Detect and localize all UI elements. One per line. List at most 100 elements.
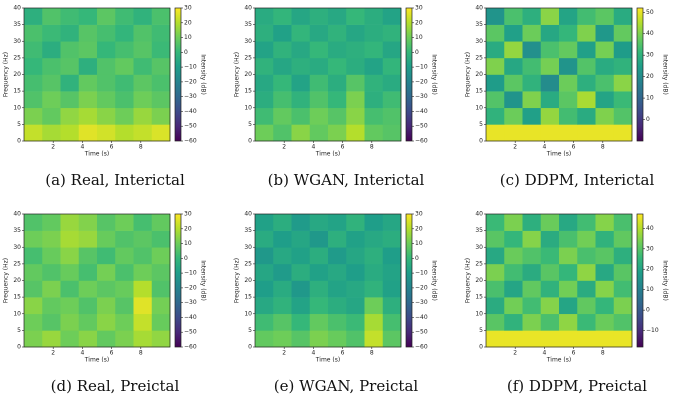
heatmap-cell	[559, 230, 578, 248]
colorbar-tick-label: 10	[646, 95, 654, 102]
heatmap-cell	[364, 124, 384, 142]
y-tick-label: 5	[248, 327, 252, 334]
heatmap-cell	[97, 313, 116, 331]
heatmap-cell	[559, 280, 578, 298]
heatmap-cell	[522, 124, 542, 142]
heatmap-cell	[42, 91, 61, 109]
heatmap-cell	[364, 247, 384, 265]
heatmap-cell	[133, 24, 153, 42]
heatmap-cell	[613, 280, 633, 298]
heatmap-cell	[60, 124, 80, 142]
heatmap-cell	[577, 247, 596, 265]
y-tick-label: 30	[13, 38, 21, 45]
y-axis-label: Frequency (Hz)	[465, 258, 472, 303]
heatmap-cell	[346, 247, 365, 265]
heatmap-cell	[504, 91, 523, 109]
heatmap-cell	[486, 74, 505, 92]
heatmap-cell	[504, 263, 523, 281]
heatmap-cell	[273, 74, 292, 92]
heatmap-cell	[328, 57, 347, 75]
heatmap-cell	[273, 280, 292, 298]
colorbar-tick-label: 0	[415, 255, 419, 262]
heatmap-cell	[613, 330, 633, 348]
heatmap-cell	[78, 41, 98, 59]
heatmap-cell	[346, 330, 365, 348]
heatmap-cell	[328, 247, 347, 265]
heatmap-cell	[382, 107, 402, 125]
colorbar-tick-label: 50	[646, 9, 654, 16]
heatmap-cell	[60, 263, 80, 281]
x-tick-label: 6	[341, 144, 345, 151]
heatmap-cell	[504, 297, 523, 315]
heatmap-cell	[133, 280, 153, 298]
colorbar-tick-label: −50	[415, 123, 428, 130]
heatmap-cell	[346, 24, 365, 42]
heatmap-cell	[346, 41, 365, 59]
heatmap-cell	[151, 74, 171, 92]
heatmap-cell	[24, 280, 43, 298]
heatmap-cell	[577, 124, 596, 142]
heatmap-cell	[60, 91, 80, 109]
heatmap-cell	[595, 57, 615, 75]
heatmap-cell	[78, 214, 98, 231]
y-tick-label: 0	[479, 344, 483, 351]
heatmap-cell	[595, 230, 615, 248]
y-axis-label: Frequency (Hz)	[234, 258, 241, 303]
heatmap-cell	[577, 41, 596, 59]
heatmap-cell	[328, 214, 347, 231]
heatmap-cell	[328, 263, 347, 281]
colorbar-tick-label: 20	[646, 73, 654, 80]
colorbar	[637, 8, 643, 141]
heatmap-cell	[559, 107, 578, 125]
x-tick-label: 8	[601, 144, 605, 151]
colorbar-tick-label: 10	[184, 240, 192, 247]
colorbar-tick-label: −40	[184, 108, 197, 115]
heatmap-cell	[364, 230, 384, 248]
heatmap-cell	[522, 24, 542, 42]
heatmap-cell	[364, 313, 384, 331]
heatmap-cell	[577, 57, 596, 75]
heatmap-cell	[613, 57, 633, 75]
y-tick-label: 15	[13, 88, 21, 95]
heatmap-cell	[559, 330, 578, 348]
heatmap-cell	[559, 247, 578, 265]
heatmap-cell	[577, 297, 596, 315]
y-tick-label: 40	[244, 211, 252, 218]
y-tick-label: 40	[475, 5, 483, 12]
heatmap-cell	[24, 124, 43, 142]
colorbar-tick-label: 30	[184, 211, 192, 218]
heatmap-cell	[97, 124, 116, 142]
heatmap-cell	[486, 57, 505, 75]
y-tick-label: 20	[13, 71, 21, 78]
heatmap-cell	[309, 263, 329, 281]
caption: (f) DDPM, Preictal	[507, 377, 647, 395]
heatmap-cell	[613, 8, 633, 25]
y-tick-label: 30	[475, 244, 483, 251]
heatmap-cell	[577, 230, 596, 248]
colorbar-tick-label: −10	[646, 327, 659, 334]
heatmap-cell	[291, 74, 311, 92]
x-tick-label: 6	[110, 350, 114, 357]
heatmap-cell	[382, 330, 402, 348]
heatmap-cell	[60, 41, 80, 59]
heatmap-cell	[613, 91, 633, 109]
heatmap-cell	[42, 330, 61, 348]
colorbar-label: Intensity (dB)	[662, 260, 669, 301]
heatmap-cell	[115, 330, 134, 348]
heatmap-cell	[133, 57, 153, 75]
x-tick-label: 4	[80, 144, 84, 151]
heatmap-cell	[382, 24, 402, 42]
colorbar-tick-label: 20	[415, 225, 423, 232]
colorbar-tick-label: −60	[184, 344, 197, 351]
heatmap-cell	[364, 57, 384, 75]
heatmap-cell	[60, 8, 80, 25]
heatmap-cell	[504, 107, 523, 125]
colorbar-tick-label: 20	[646, 266, 654, 273]
colorbar-tick-label: 0	[646, 116, 650, 123]
heatmap-cell	[559, 74, 578, 92]
heatmap-cell	[60, 74, 80, 92]
heatmap-cell	[24, 57, 43, 75]
heatmap-cell	[328, 8, 347, 25]
x-tick-label: 6	[572, 350, 576, 357]
heatmap-cell	[78, 230, 98, 248]
